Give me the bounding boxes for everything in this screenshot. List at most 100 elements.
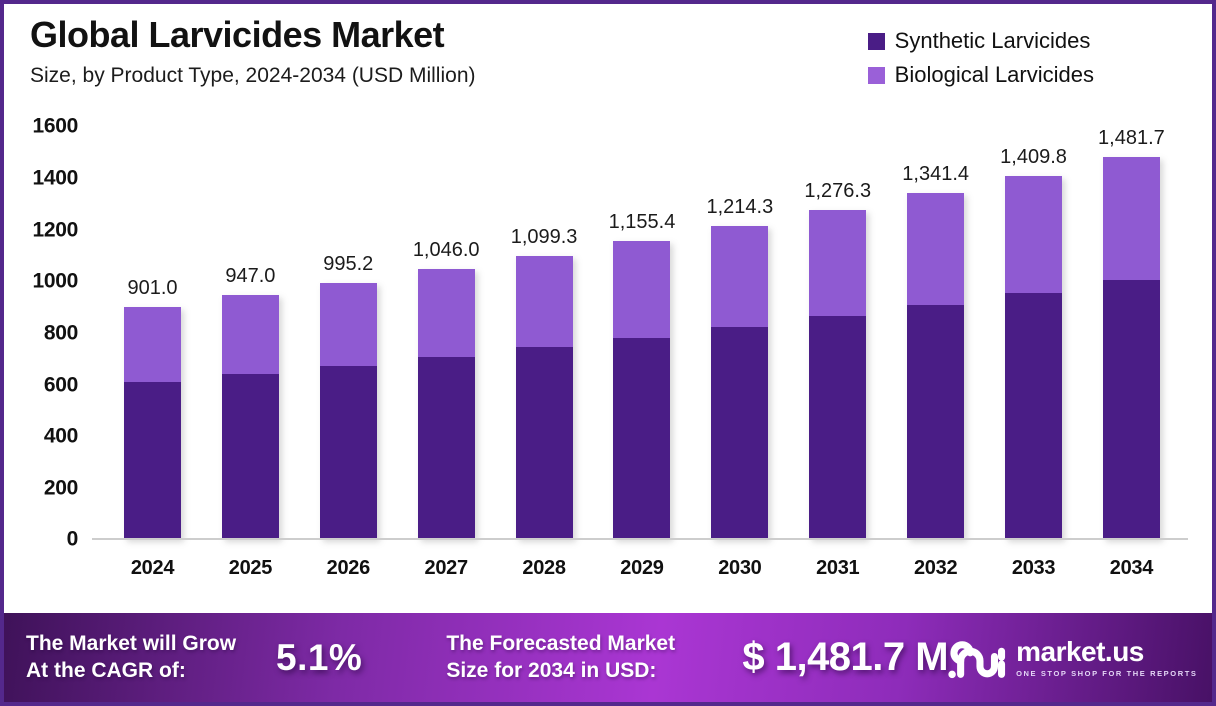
brand-name: market.us [1016, 635, 1144, 667]
bar-total-label: 947.0 [225, 265, 276, 288]
x-axis-label: 2029 [620, 557, 664, 580]
plot-area: 901.0 2024 947.0 2025 995.2 2026 1,046.0 2027 1,… [92, 126, 1188, 580]
bar-group-2027: 1,046.0 2027 [413, 126, 480, 579]
legend-label-synthetic: Synthetic Larvicides [894, 28, 1091, 53]
legend-item-synthetic: Synthetic Larvicides [867, 28, 1094, 54]
bar-group-2024: 901.0 2024 [124, 126, 181, 579]
y-axis: 0 200 400 600 800 1000 1200 1400 1600 [8, 116, 78, 550]
bar-total-label: 1,409.8 [1000, 145, 1067, 168]
x-axis-label: 2031 [816, 557, 860, 580]
segment-synthetic [613, 337, 671, 540]
segment-synthetic [319, 365, 377, 540]
header: Global Larvicides Market Size, by Produc… [4, 4, 1212, 88]
bar-total-label: 1,276.3 [804, 180, 872, 203]
bar-group-2028: 1,099.3 2028 [511, 126, 578, 580]
bar-group-2031: 1,276.3 2031 [804, 126, 871, 579]
segment-biological [711, 226, 769, 328]
legend: Synthetic Larvicides Biological Larvicid… [867, 28, 1094, 88]
segment-biological [1005, 175, 1063, 293]
x-axis-label: 2028 [522, 557, 566, 580]
biological-swatch-icon [867, 66, 885, 84]
segment-biological [907, 193, 965, 306]
bar-group-2026: 995.2 2026 [319, 126, 377, 579]
brand-tagline: ONE STOP SHOP FOR THE REPORTS [1016, 668, 1198, 678]
bar-group-2025: 947.0 2025 [221, 126, 279, 579]
bar-stack [319, 282, 377, 540]
segment-biological [124, 306, 181, 383]
bar-stack [907, 193, 965, 540]
segment-synthetic [124, 382, 181, 540]
legend-label-biological: Biological Larvicides [894, 62, 1094, 87]
market-us-logo-icon [948, 640, 1006, 678]
segment-synthetic [711, 327, 769, 540]
x-axis-label: 2033 [1011, 557, 1056, 580]
segment-biological [1102, 157, 1160, 281]
y-axis-tick: 600 [43, 373, 78, 397]
y-axis-tick: 400 [43, 424, 78, 448]
chart-area: 0 200 400 600 800 1000 1200 1400 1600 901.0 2024 9… [4, 116, 1212, 580]
y-axis-tick: 1600 [32, 114, 78, 138]
x-axis-label: 2032 [913, 557, 958, 580]
page-title: Global Larvicides Market [30, 14, 445, 55]
y-axis-tick: 1000 [32, 269, 78, 293]
segment-biological [613, 241, 671, 338]
segment-biological [221, 295, 279, 375]
chart-subtitle: Size, by Product Type, 2024-2034 (USD Mi… [30, 64, 476, 88]
forecast-label: The Forecasted Market Size for 2034 in U… [446, 632, 676, 682]
segment-biological [515, 255, 573, 348]
bar-group-2034: 1,481.7 2034 [1098, 126, 1165, 579]
segment-biological [809, 210, 867, 317]
bar-total-label: 1,214.3 [706, 196, 774, 219]
bar-group-2033: 1,409.8 2033 [1000, 126, 1067, 580]
segment-synthetic [1005, 292, 1063, 540]
footer-banner: The Market will Grow At the CAGR of: 5.1… [4, 613, 1212, 702]
bar-stack [613, 241, 671, 540]
bar-group-2030: 1,214.3 2030 [706, 126, 773, 579]
bar-total-label: 995.2 [323, 252, 374, 275]
y-axis-tick: 1200 [32, 218, 78, 242]
bar-stack [1102, 157, 1160, 540]
x-axis-label: 2026 [326, 557, 371, 580]
bar-stack [515, 255, 573, 540]
segment-biological [319, 282, 377, 366]
brand-text: market.us ONE STOP SHOP FOR THE REPORTS [1016, 635, 1198, 678]
bar-stack [809, 210, 867, 540]
bar-total-label: 901.0 [127, 276, 178, 299]
segment-synthetic [515, 347, 573, 540]
segment-synthetic [417, 356, 475, 540]
brand-block: market.us ONE STOP SHOP FOR THE REPORTS [948, 635, 1197, 681]
x-axis-label: 2027 [424, 557, 469, 580]
segment-synthetic [1102, 280, 1160, 540]
bar-stack [417, 269, 475, 540]
y-axis-tick: 1400 [32, 166, 78, 190]
legend-item-biological: Biological Larvicides [867, 62, 1094, 88]
forecast-value: $ 1,481.7 M [742, 635, 949, 679]
y-axis-tick: 0 [66, 527, 79, 551]
cagr-label: The Market will Grow At the CAGR of: [26, 632, 237, 682]
bar-total-label: 1,155.4 [608, 211, 676, 234]
segment-biological [417, 269, 475, 357]
bar-stack [711, 226, 769, 540]
bar-total-label: 1,099.3 [510, 225, 578, 248]
bar-total-label: 1,341.4 [902, 163, 969, 186]
bars: 901.0 2024 947.0 2025 995.2 2026 1,046.0 2027 1,… [102, 126, 1188, 580]
cagr-value: 5.1% [276, 636, 363, 678]
bar-total-label: 1,046.0 [412, 239, 480, 262]
bar-group-2032: 1,341.4 2032 [902, 126, 969, 579]
x-axis-label: 2025 [228, 557, 273, 580]
y-axis-tick: 200 [43, 476, 78, 500]
x-axis-label: 2024 [130, 557, 175, 580]
title-block: Global Larvicides Market Size, by Produc… [30, 14, 476, 88]
bar-stack [1005, 175, 1063, 540]
segment-synthetic [809, 316, 867, 540]
bar-stack [221, 295, 279, 540]
synthetic-swatch-icon [867, 32, 885, 50]
segment-synthetic [907, 305, 965, 540]
y-axis-tick: 800 [43, 321, 78, 345]
bar-group-2029: 1,155.4 2029 [609, 126, 676, 579]
x-axis-label: 2030 [718, 557, 762, 580]
x-axis-label: 2034 [1109, 557, 1154, 580]
segment-synthetic [221, 374, 279, 540]
bar-total-label: 1,481.7 [1098, 127, 1165, 150]
